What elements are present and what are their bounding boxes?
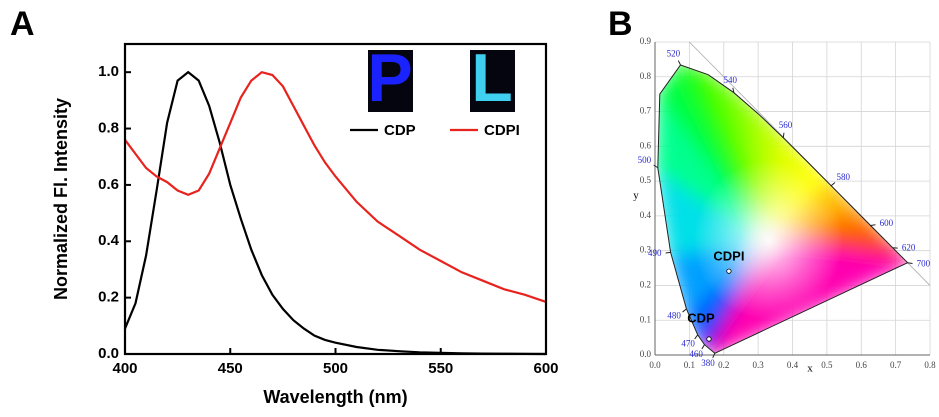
x-tick-label: 450 [218, 360, 243, 377]
locus-label: 620 [902, 243, 916, 253]
locus-label: 380 [701, 358, 715, 368]
y-tick-label: 0.0 [640, 349, 652, 359]
locus-tick [666, 252, 671, 253]
y-tick-label: 0.8 [98, 120, 119, 137]
panel-label: A [10, 5, 35, 43]
locus-tick [831, 182, 835, 185]
inset-letter: P [367, 40, 412, 116]
x-tick-label: 0.4 [787, 360, 799, 370]
locus-label: 600 [880, 218, 894, 228]
white-point [693, 160, 843, 320]
locus-label: 470 [681, 339, 695, 349]
y-tick-label: 0.2 [640, 280, 651, 290]
x-tick-label: 550 [428, 360, 453, 377]
locus-tick [713, 353, 715, 358]
y-tick-label: 1.0 [98, 63, 119, 80]
locus-tick [871, 225, 876, 226]
y-tick-label: 0.7 [640, 106, 652, 116]
x-tick-label: 0.2 [718, 360, 729, 370]
x-tick-label: 500 [323, 360, 348, 377]
locus-label: 520 [667, 48, 681, 58]
y-tick-label: 0.6 [98, 176, 119, 193]
x-tick-label: 0.6 [856, 360, 868, 370]
y-tick-label: 0.4 [640, 210, 652, 220]
locus-tick [695, 335, 698, 339]
x-tick-label: 0.0 [649, 360, 661, 370]
x-tick-label: 0.1 [684, 360, 695, 370]
legend-label: CDPI [484, 122, 520, 139]
y-tick-label: 0.4 [98, 232, 120, 249]
y-tick-label: 0.8 [640, 71, 652, 81]
x-axis-title: Wavelength (nm) [263, 387, 407, 407]
panel-label: B [608, 5, 633, 43]
locus-tick [783, 133, 784, 138]
locus-label: 580 [837, 172, 851, 182]
y-tick-label: 0.2 [98, 289, 119, 306]
legend-label: CDP [384, 122, 416, 139]
locus-label: 500 [638, 155, 652, 165]
x-tick-label: 0.8 [924, 360, 936, 370]
locus-label: 460 [689, 349, 703, 359]
x-tick-label: 0.3 [753, 360, 765, 370]
locus-tick [678, 61, 680, 65]
point [727, 269, 731, 273]
x-axis-title: x [807, 363, 813, 375]
y-tick-label: 0.6 [640, 140, 652, 150]
locus-label: 480 [667, 311, 681, 321]
x-tick-label: 400 [112, 360, 137, 377]
locus-label: 540 [724, 75, 738, 85]
locus-label: 490 [648, 248, 662, 258]
locus-tick [654, 165, 658, 168]
y-axis-title: Normalized Fl. Intensity [51, 98, 71, 300]
locus-tick [683, 309, 687, 312]
panel-a: 400 450 500 550 600 0.0 0.2 0.4 0.6 0.8 1.0 Wavelen… [51, 40, 559, 407]
y-tick-label: 0.9 [640, 36, 652, 46]
x-tick-label: 0.7 [890, 360, 902, 370]
point-label: CDPI [713, 249, 744, 264]
x-tick-label: 600 [533, 360, 558, 377]
y-tick-label: 0.5 [640, 175, 652, 185]
x-tick-label: 0.5 [821, 360, 833, 370]
y-axis-title: y [633, 190, 639, 202]
y-tick-label: 0.1 [640, 314, 651, 324]
point [707, 337, 711, 341]
locus-label: 560 [779, 120, 793, 130]
locus-label: 700 [917, 259, 931, 269]
y-tick-label: 0.0 [98, 345, 119, 362]
point-label: CDP [687, 310, 715, 325]
inset-letter: L [471, 40, 513, 116]
